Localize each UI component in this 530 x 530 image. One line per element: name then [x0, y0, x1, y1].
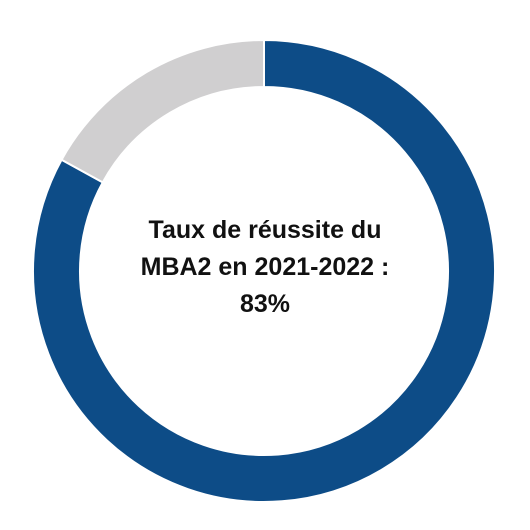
- center-label-line-1: Taux de réussite du: [148, 216, 382, 244]
- donut-center-label: Taux de réussite du MBA2 en 2021-2022 : …: [115, 212, 415, 323]
- donut-slices: [32, 38, 496, 503]
- donut-slice-1: [32, 38, 496, 503]
- donut-slice-2: [60, 38, 265, 184]
- center-label-line-3: 83%: [239, 290, 291, 318]
- center-label-line-2: MBA2 en 2021-2022 :: [140, 253, 390, 281]
